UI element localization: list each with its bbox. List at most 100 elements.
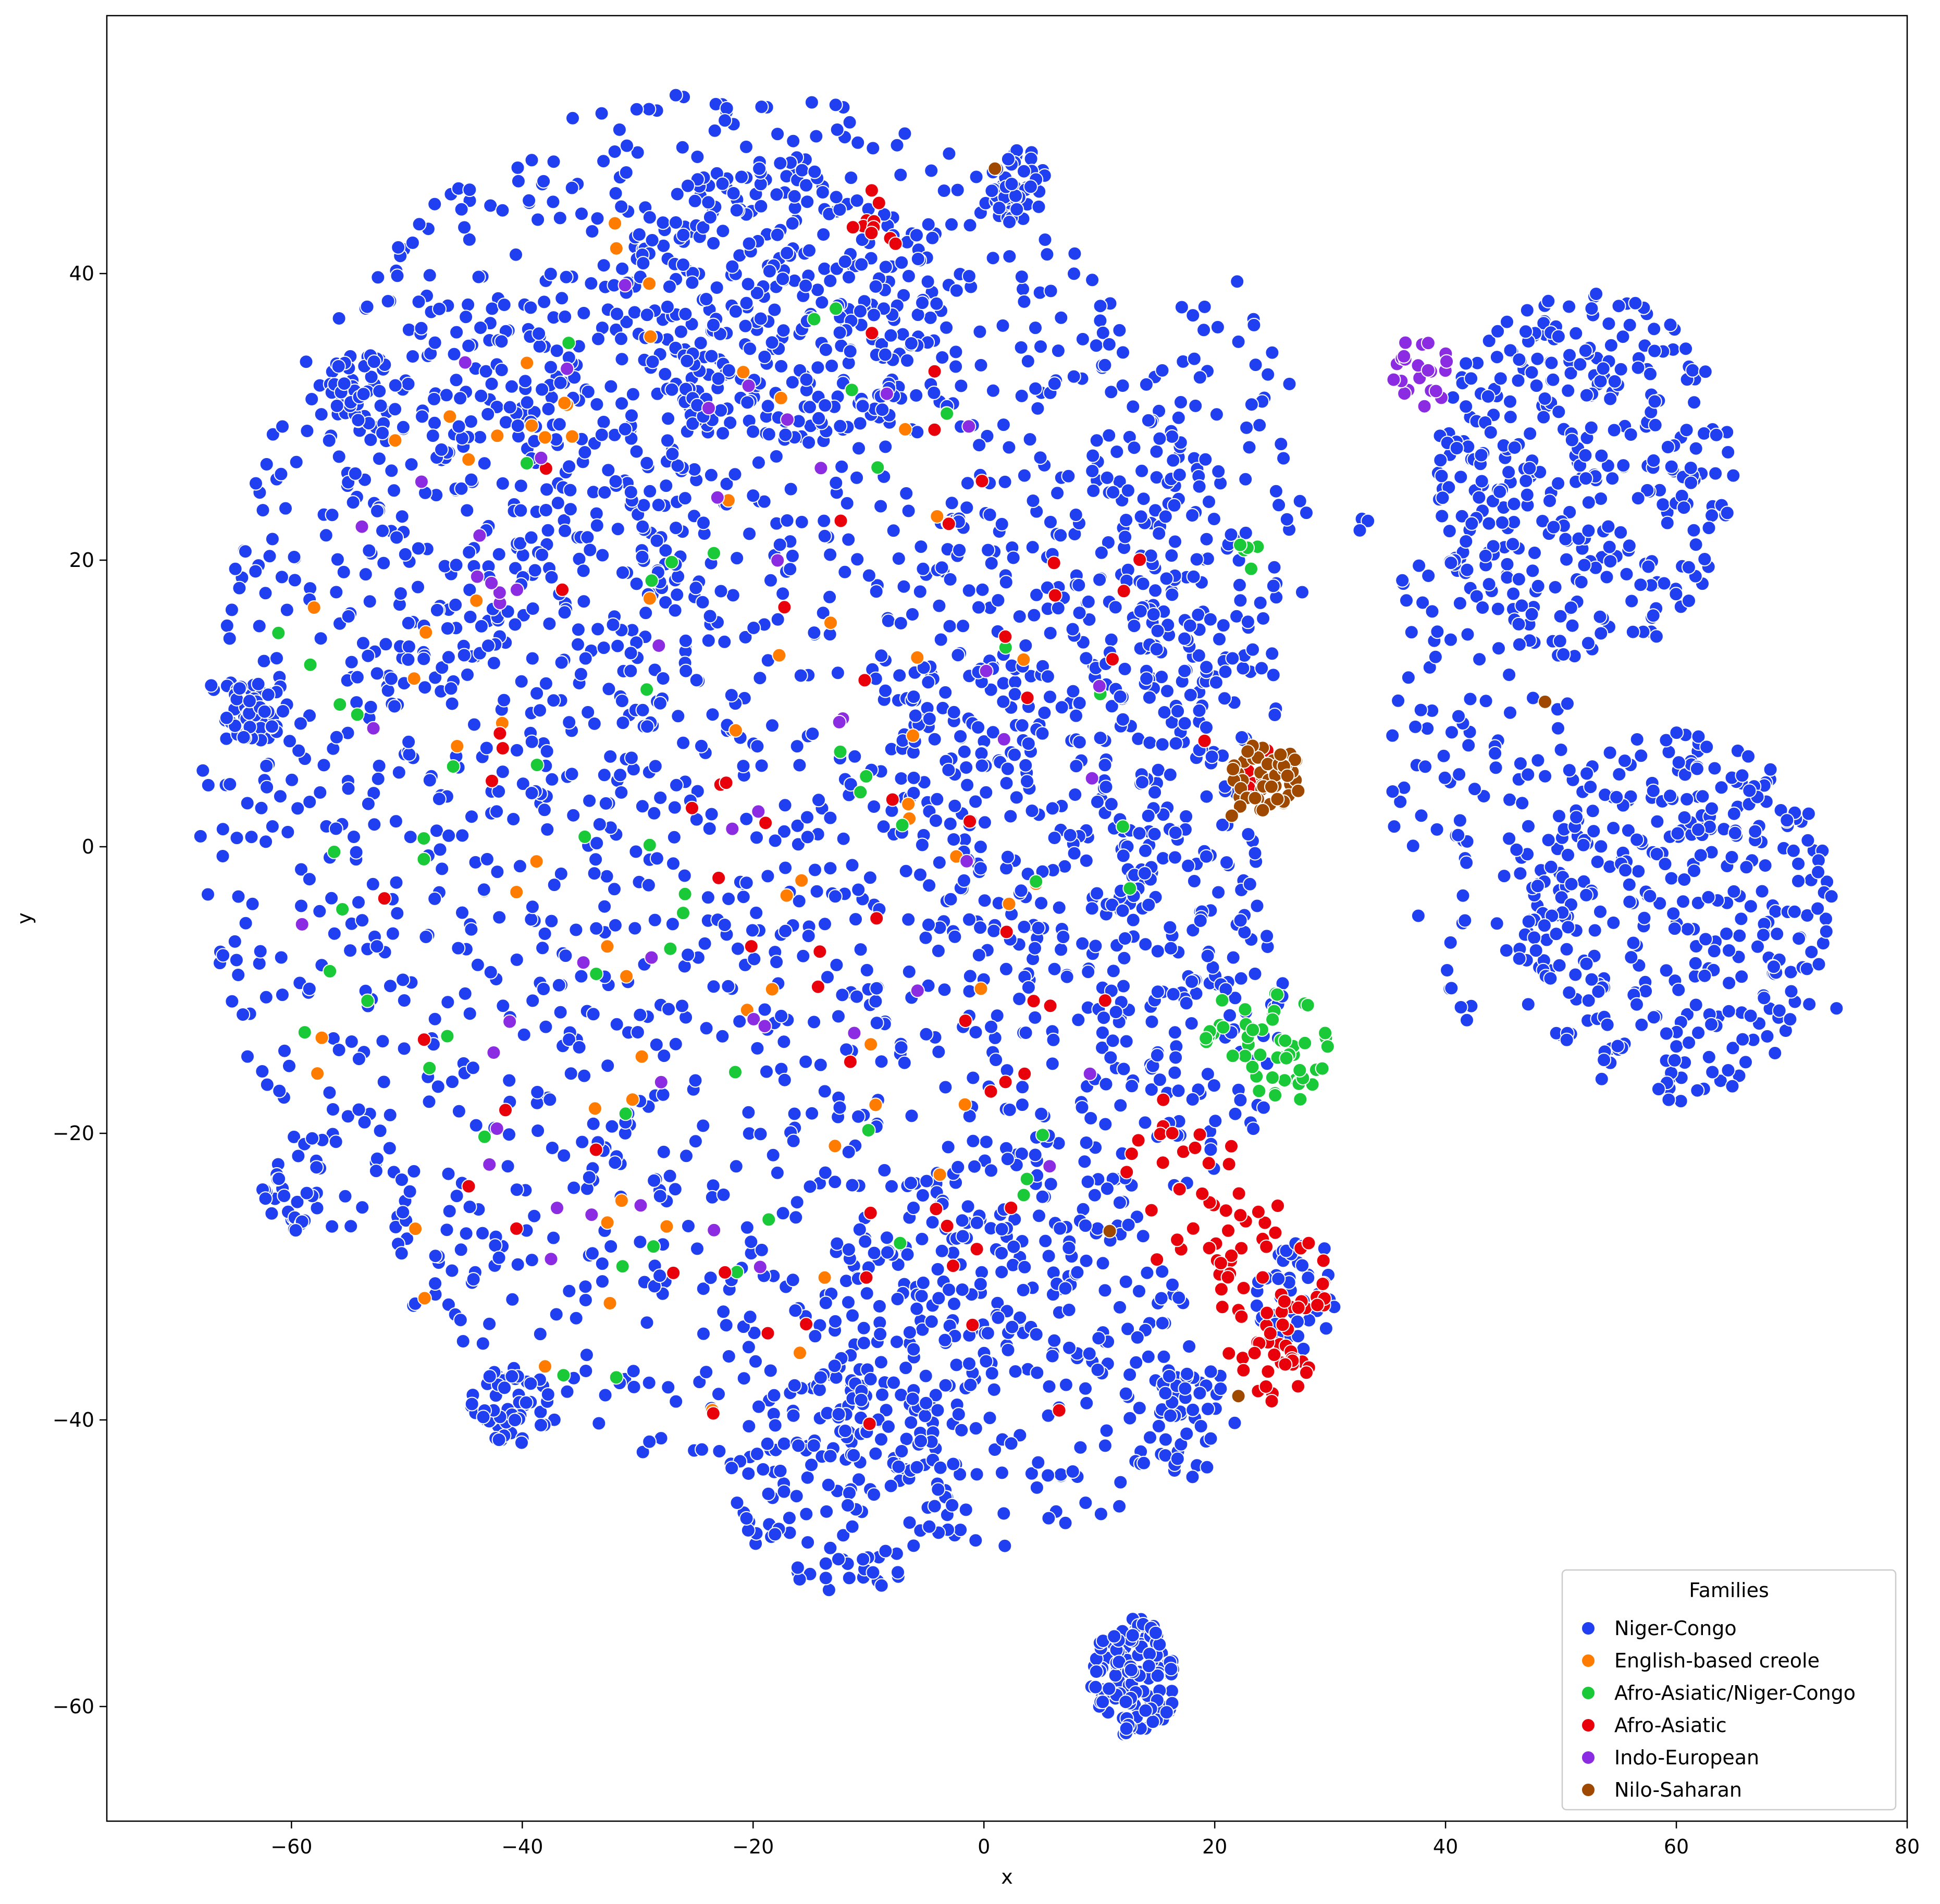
- point-niger-congo-2271: [485, 301, 500, 316]
- point-niger-congo-1709: [994, 1246, 1009, 1260]
- point-niger-congo-3310: [1786, 843, 1801, 858]
- point-niger-congo-3734: [1399, 593, 1414, 608]
- point-niger-congo-4121: [491, 1432, 506, 1448]
- point-niger-congo-4277: [1146, 607, 1161, 622]
- point-afro-asiatic-11: [1255, 1270, 1270, 1285]
- point-niger-congo-1337: [753, 1127, 768, 1142]
- point-afro-asiatic-125: [1170, 1232, 1185, 1247]
- point-niger-congo-1990: [832, 202, 847, 217]
- point-niger-congo-3933: [1125, 1628, 1140, 1643]
- point-niger-congo-1413: [279, 602, 294, 617]
- point-niger-congo-1295: [809, 129, 824, 144]
- point-niger-congo-2089: [704, 349, 719, 364]
- point-afro-asiatic-157: [869, 911, 884, 926]
- point-niger-congo-1123: [832, 1100, 847, 1115]
- point-english-based-creole-13: [772, 648, 787, 663]
- point-niger-congo-2050: [753, 199, 769, 214]
- point-niger-congo-131: [612, 122, 627, 137]
- point-nilo-saharan-41: [1264, 779, 1279, 794]
- point-niger-congo-1777: [362, 594, 377, 609]
- point-niger-congo-1814: [1154, 670, 1169, 685]
- point-niger-congo-2832: [921, 675, 936, 690]
- point-niger-congo-1371: [391, 240, 406, 255]
- point-niger-congo-2353: [603, 749, 618, 764]
- point-niger-congo-591: [394, 1172, 409, 1187]
- point-niger-congo-1240: [909, 388, 924, 403]
- point-niger-congo-2468: [996, 1506, 1011, 1521]
- point-niger-congo-137: [893, 167, 908, 182]
- point-niger-congo-1037: [949, 283, 964, 298]
- point-niger-congo-1540: [1120, 483, 1135, 498]
- point-niger-congo-2537: [1062, 1340, 1077, 1355]
- point-niger-congo-3315: [1591, 984, 1606, 999]
- point-niger-congo-2883: [984, 556, 999, 571]
- point-niger-congo-1693: [513, 503, 528, 518]
- point-niger-congo-2894: [946, 704, 961, 720]
- point-niger-congo-4409: [291, 1148, 306, 1164]
- point-niger-congo-1283: [1234, 730, 1250, 745]
- point-niger-congo-1305: [360, 299, 375, 314]
- point-niger-congo-1225: [343, 1219, 359, 1234]
- point-afro-asiatic-123: [461, 1179, 476, 1194]
- point-niger-congo-2888: [1014, 883, 1029, 898]
- point-niger-congo-2704: [906, 1538, 921, 1553]
- point-niger-congo-1713: [745, 923, 760, 938]
- point-niger-congo-2232: [677, 491, 693, 506]
- point-niger-congo-3544: [1678, 341, 1694, 356]
- point-niger-congo-2067: [854, 257, 869, 272]
- point-niger-congo-2921: [1135, 775, 1150, 790]
- point-niger-congo-2135: [818, 342, 833, 357]
- point-niger-congo-2178: [601, 682, 616, 697]
- point-niger-congo-119: [314, 407, 329, 422]
- point-niger-congo-2636: [886, 1375, 901, 1390]
- point-niger-congo-2265: [393, 586, 408, 601]
- point-niger-congo-4087: [540, 1387, 555, 1402]
- point-afro-asiatic-64: [1275, 1317, 1290, 1332]
- point-afro-asiatic-153: [862, 1416, 877, 1431]
- point-niger-congo-1508: [1018, 1025, 1033, 1040]
- point-afro-asiatic-niger-congo-85: [360, 993, 375, 1008]
- point-niger-congo-2359: [434, 442, 449, 457]
- point-niger-congo-2561: [1097, 1283, 1113, 1298]
- point-niger-congo-2034: [844, 170, 859, 186]
- point-niger-congo-2157: [535, 547, 550, 562]
- point-niger-congo-2456: [1016, 1282, 1031, 1297]
- point-niger-congo-4078: [351, 413, 366, 428]
- point-niger-congo-2617: [1047, 1333, 1062, 1348]
- point-niger-congo-40: [255, 1064, 270, 1079]
- point-niger-congo-2896: [982, 507, 997, 522]
- point-niger-congo-2128: [915, 295, 930, 311]
- point-afro-asiatic-niger-congo-71: [519, 456, 534, 471]
- point-niger-congo-3350: [1506, 586, 1521, 601]
- point-niger-congo-3324: [1629, 997, 1644, 1012]
- point-niger-congo-1047: [817, 1084, 832, 1099]
- point-niger-congo-3505: [1564, 432, 1579, 448]
- point-niger-congo-1262: [536, 982, 551, 996]
- point-indo-european-43: [701, 401, 716, 416]
- point-afro-asiatic-niger-congo-79: [677, 886, 693, 901]
- point-niger-congo-2120: [807, 164, 822, 179]
- point-niger-congo-2344: [443, 681, 459, 696]
- point-niger-congo-2126: [837, 254, 852, 269]
- point-niger-congo-2023: [910, 252, 925, 266]
- point-niger-congo-1108: [238, 544, 253, 559]
- point-niger-congo-152: [372, 758, 387, 773]
- point-niger-congo-2743: [913, 1433, 929, 1449]
- point-niger-congo-1172: [215, 822, 230, 837]
- point-niger-congo-2213: [363, 432, 378, 447]
- point-niger-congo-4455: [1200, 1460, 1215, 1475]
- point-niger-congo-3666: [1676, 500, 1691, 515]
- point-niger-congo-3796: [1521, 819, 1536, 834]
- point-niger-congo-2096: [664, 382, 679, 397]
- point-niger-congo-2901: [1024, 803, 1040, 818]
- point-niger-congo-1877: [984, 1163, 998, 1178]
- point-niger-congo-3086: [1707, 761, 1722, 776]
- point-niger-congo-3291: [1585, 803, 1600, 819]
- point-niger-congo-4197: [1209, 407, 1224, 422]
- point-niger-congo-129: [327, 926, 342, 941]
- point-niger-congo-3684: [1579, 766, 1595, 781]
- point-niger-congo-2240: [558, 309, 573, 324]
- point-afro-asiatic-87: [1188, 1140, 1203, 1155]
- point-niger-congo-973: [468, 1118, 484, 1133]
- point-niger-congo-3794: [1528, 943, 1543, 958]
